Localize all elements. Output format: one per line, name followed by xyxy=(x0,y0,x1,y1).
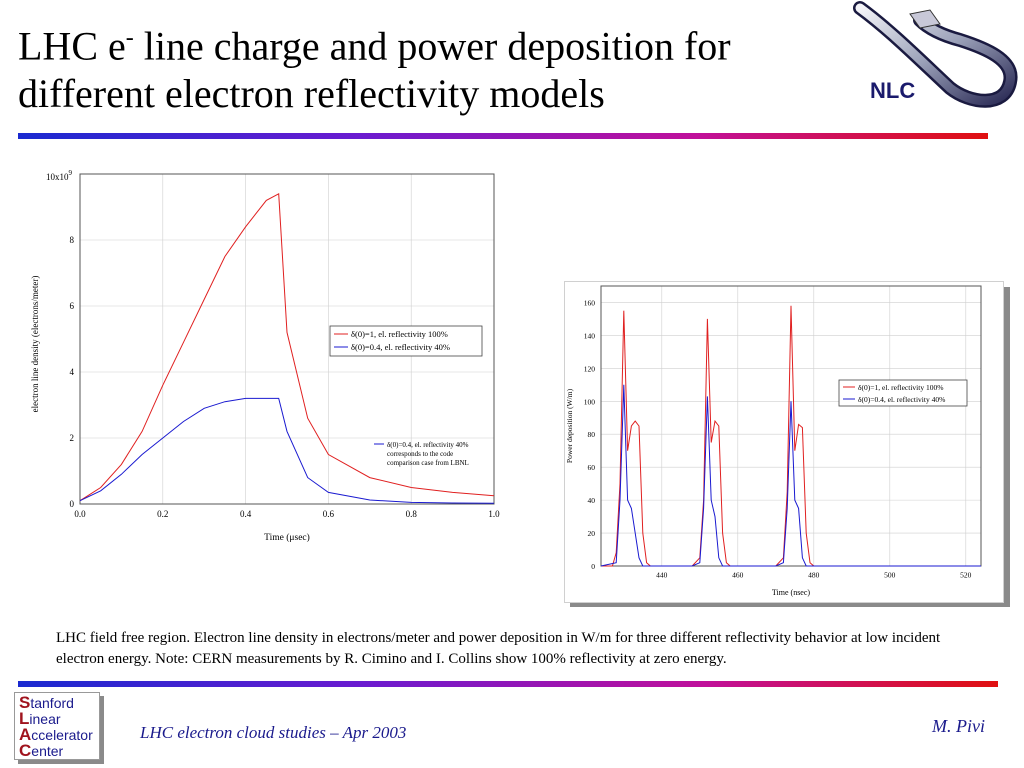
chart1-series-1-line xyxy=(79,397,495,504)
chart2-y-tick-label: 20 xyxy=(588,529,596,538)
nlc-logo: NLC xyxy=(853,1,1018,108)
chart1-x-tick-label: 0.2 xyxy=(157,509,168,519)
chart2-x-tick-label: 440 xyxy=(656,571,668,580)
chart2-y-tick-label: 80 xyxy=(588,430,596,439)
chart1-y-tick-label: 4 xyxy=(70,367,75,377)
chart1-annotation-line2: corresponds to the code xyxy=(387,450,453,458)
chart2-y-tick-label: 0 xyxy=(591,562,595,571)
chart2-plot-frame xyxy=(600,285,982,567)
chart1-y-tick-label: 6 xyxy=(70,301,75,311)
chart1-series-0-line xyxy=(79,192,495,502)
slac-logo-rest-s: tanford xyxy=(30,695,74,711)
chart1-y-label: electron line density (electrons/meter) xyxy=(30,276,40,413)
chart1-y-tick-label: 2 xyxy=(70,433,75,443)
chart1-y-tick-label: 8 xyxy=(70,235,75,245)
title-line2: different electron reflectivity models xyxy=(18,71,605,117)
chart2-y-tick-label: 120 xyxy=(584,364,596,373)
chart1-annotation: δ(0)=0.4, el. reflectivity 40% correspon… xyxy=(374,441,469,467)
line-density-chart: 0.0 0.2 0.4 0.6 0.8 1.0 0 2 4 6 8 10x109 δ(0)=1, e… xyxy=(30,169,500,543)
chart1-annotation-line3: comparison case from LBNL xyxy=(387,459,469,467)
chart1-plot-frame xyxy=(79,173,495,505)
chart2-legend-red: δ(0)=1, el. reflectivity 100% xyxy=(858,383,943,392)
chart2-x-label: Time (nsec) xyxy=(772,588,810,597)
slac-logo-rest-l: inear xyxy=(29,711,61,727)
chart1-x-tick-label: 1.0 xyxy=(488,509,500,519)
footer-author: M. Pivi xyxy=(932,716,985,736)
chart1-y-tick-label: 0 xyxy=(70,499,75,509)
footer-left-text: LHC electron cloud studies – Apr 2003 xyxy=(140,723,407,742)
chart2-x-tick-label: 480 xyxy=(808,571,820,580)
chart2-series-0-line xyxy=(601,305,981,567)
chart1-x-label: Time (μsec) xyxy=(264,532,310,543)
chart2-legend: δ(0)=1, el. reflectivity 100% δ(0)=0.4, … xyxy=(838,379,968,407)
chart2-series-1-line xyxy=(600,384,981,567)
chart2-y-tick-label: 140 xyxy=(584,331,596,340)
slac-logo-cap-c: C xyxy=(19,741,32,760)
power-deposition-chart: 440 460 480 500 520 0 20 40 60 80 100 120 140 160 δ(0… xyxy=(565,285,982,597)
slide-caption: LHC field free region. Electron line den… xyxy=(56,630,941,667)
chart2-x-tick-label: 500 xyxy=(884,571,896,580)
slac-logo-rest-a: ccelerator xyxy=(31,727,93,743)
chart1-annotation-line1: δ(0)=0.4, el. reflectivity 40% xyxy=(387,441,469,449)
chart1-x-tick-label: 0.8 xyxy=(406,509,418,519)
slac-logo-cap-a: A xyxy=(19,725,32,744)
slac-logo-cap-l: L xyxy=(19,709,30,728)
chart2-y-tick-label: 40 xyxy=(588,496,596,505)
chart2-panel: 440 460 480 500 520 0 20 40 60 80 100 120 140 160 δ(0… xyxy=(564,281,1004,603)
top-divider xyxy=(18,133,988,139)
chart2-x-tick-label: 460 xyxy=(732,571,744,580)
chart1-legend-red: δ(0)=1, el. reflectivity 100% xyxy=(351,329,448,339)
chart1-y-multiplier: 10x109 xyxy=(46,169,73,182)
chart2-y-tick-label: 100 xyxy=(584,397,596,406)
chart1-x-tick-label: 0.0 xyxy=(74,509,86,519)
slac-logo: Stanford Linear Accelerator Center xyxy=(14,692,100,760)
chart2-x-tick-label: 520 xyxy=(960,571,972,580)
chart2-y-label: Power deposition (W/m) xyxy=(565,388,574,463)
title-superscript: - xyxy=(125,25,134,51)
chart1-x-tick-label: 0.6 xyxy=(323,509,335,519)
chart2-y-tick-label: 60 xyxy=(588,463,596,472)
slide-title: LHC e- line charge and power deposition … xyxy=(18,14,848,118)
title-line1-b: line charge and power deposition for xyxy=(133,23,731,69)
slac-logo-cap-s: S xyxy=(19,693,31,712)
chart1-legend: δ(0)=1, el. reflectivity 100% δ(0)=0.4, … xyxy=(329,325,483,357)
chart2-legend-blue: δ(0)=0.4, el. reflectivity 40% xyxy=(858,395,945,404)
title-line1-a: LHC e xyxy=(18,23,126,69)
chart1-legend-blue: δ(0)=0.4, el. reflectivity 40% xyxy=(351,342,450,352)
nlc-logo-text: NLC xyxy=(870,78,915,103)
chart1-x-tick-label: 0.4 xyxy=(240,509,252,519)
slac-logo-rest-c: enter xyxy=(31,743,64,759)
bottom-divider xyxy=(18,681,998,687)
chart2-y-tick-label: 160 xyxy=(584,298,596,307)
